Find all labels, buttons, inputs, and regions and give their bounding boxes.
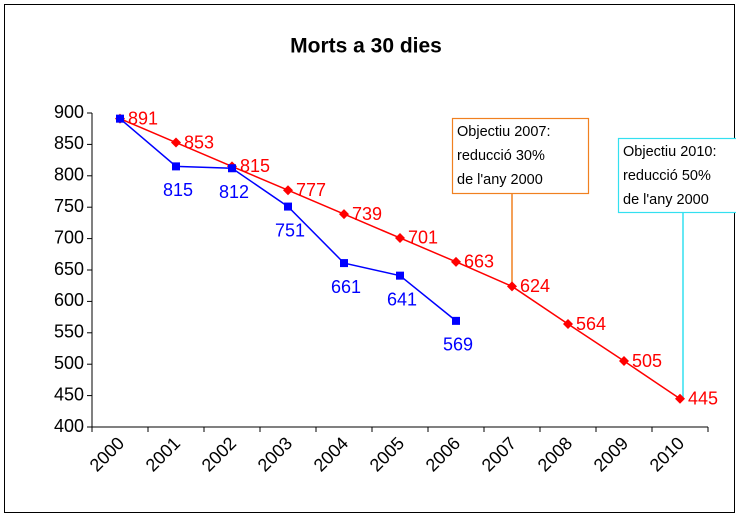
annotation-text: reducció 30% [457, 148, 545, 164]
data-label: 739 [352, 204, 382, 224]
marker [395, 232, 405, 243]
annotation-box [617, 137, 736, 214]
marker [284, 202, 292, 211]
data-label: 564 [576, 314, 606, 334]
data-label: 661 [331, 277, 361, 297]
y-tick-label: 800 [54, 165, 84, 185]
marker [116, 114, 124, 123]
data-label: 505 [632, 351, 662, 371]
marker [340, 259, 348, 268]
y-tick-label: 600 [54, 290, 84, 310]
data-label: 641 [387, 289, 417, 309]
marker [172, 162, 180, 171]
chart-title: Morts a 30 dies [290, 35, 442, 58]
annotation-text: Objectiu 2010: [623, 144, 717, 160]
data-label: 777 [296, 180, 326, 200]
y-tick-label: 850 [54, 133, 84, 153]
marker [507, 281, 517, 292]
annotation-text: de l'any 2000 [457, 172, 543, 188]
data-label: 701 [408, 228, 438, 248]
annotation-text: reducció 50% [623, 168, 711, 184]
data-label: 569 [443, 335, 473, 355]
marker [171, 137, 181, 148]
annotation-box [451, 117, 590, 195]
y-tick-label: 700 [54, 227, 84, 247]
marker [675, 393, 685, 404]
data-label: 812 [219, 182, 249, 202]
marker [563, 319, 573, 330]
marker [619, 356, 629, 367]
annotation-text: de l'any 2000 [623, 192, 709, 208]
chart-border [4, 4, 735, 513]
data-label: 663 [464, 252, 494, 272]
data-label: 853 [184, 132, 214, 152]
y-tick-label: 750 [54, 196, 84, 216]
annotation-text: Objectiu 2007: [457, 124, 551, 140]
y-tick-label: 550 [54, 322, 84, 342]
marker [451, 256, 461, 267]
y-tick-label: 500 [54, 353, 84, 373]
y-tick-label: 900 [54, 102, 84, 122]
data-label: 624 [520, 276, 550, 296]
data-label: 751 [275, 220, 305, 240]
data-label: 815 [240, 156, 270, 176]
y-tick-label: 650 [54, 259, 84, 279]
data-label: 891 [128, 108, 158, 128]
marker [283, 185, 293, 196]
y-tick-label: 450 [54, 384, 84, 404]
marker [228, 164, 236, 173]
marker [452, 316, 460, 325]
marker [339, 209, 349, 220]
data-label: 445 [688, 388, 718, 408]
y-tick-label: 400 [54, 416, 84, 436]
marker [396, 271, 404, 280]
data-label: 815 [163, 180, 193, 200]
